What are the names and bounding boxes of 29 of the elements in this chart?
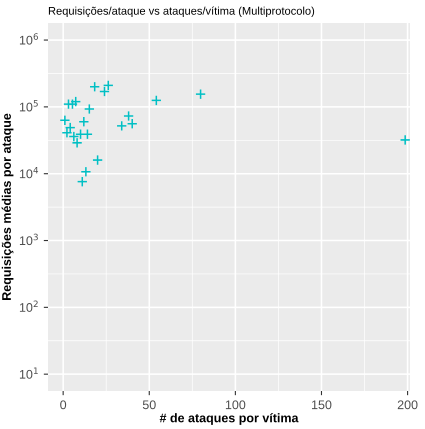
x-tick-label: 100 <box>226 400 246 410</box>
point <box>76 176 88 188</box>
point <box>89 81 100 92</box>
x-tick-label: 0 <box>60 400 66 410</box>
y-tick-label: 10$^{3}$ <box>20 234 38 246</box>
chart-title: Requisições/ataque vs ataques/vítima (Multiprotocolo) <box>48 6 314 18</box>
point <box>72 137 83 148</box>
y-tick-label: 10$^{6}$ <box>20 33 38 45</box>
point <box>92 154 104 166</box>
point <box>78 116 90 128</box>
y-tick-label: 10$^{1}$ <box>20 367 38 379</box>
point <box>126 118 138 130</box>
x-tick-label: 200 <box>398 400 418 410</box>
point <box>67 98 78 110</box>
point <box>123 110 134 122</box>
point <box>84 104 95 114</box>
point <box>195 88 206 100</box>
point <box>116 120 128 132</box>
y-tick-label: 10$^{4}$ <box>20 166 38 178</box>
y-tick-label: 10$^{5}$ <box>20 100 38 112</box>
x-tick-label: 50 <box>142 400 156 410</box>
point <box>80 166 92 178</box>
point <box>59 114 70 126</box>
y-tick-label: 10$^{2}$ <box>20 300 38 312</box>
point <box>400 134 410 146</box>
y-axis-title: Requisições médias por ataque <box>2 114 14 300</box>
x-axis-title: # de ataques por vítima <box>160 413 299 425</box>
point <box>150 94 162 106</box>
x-tick-label: 150 <box>312 400 332 410</box>
